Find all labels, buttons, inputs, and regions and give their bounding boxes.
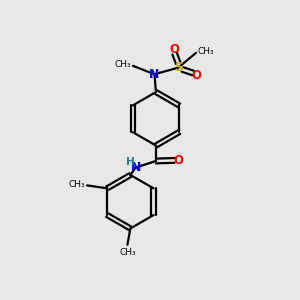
Text: CH₃: CH₃: [115, 60, 132, 69]
Text: N: N: [149, 68, 160, 81]
Text: N: N: [130, 161, 141, 174]
Text: O: O: [170, 43, 180, 56]
Text: S: S: [174, 61, 183, 74]
Text: CH₃: CH₃: [119, 248, 136, 257]
Text: CH₃: CH₃: [198, 47, 214, 56]
Text: O: O: [173, 154, 184, 167]
Text: H: H: [126, 157, 134, 166]
Text: CH₃: CH₃: [69, 180, 85, 189]
Text: O: O: [192, 70, 202, 83]
